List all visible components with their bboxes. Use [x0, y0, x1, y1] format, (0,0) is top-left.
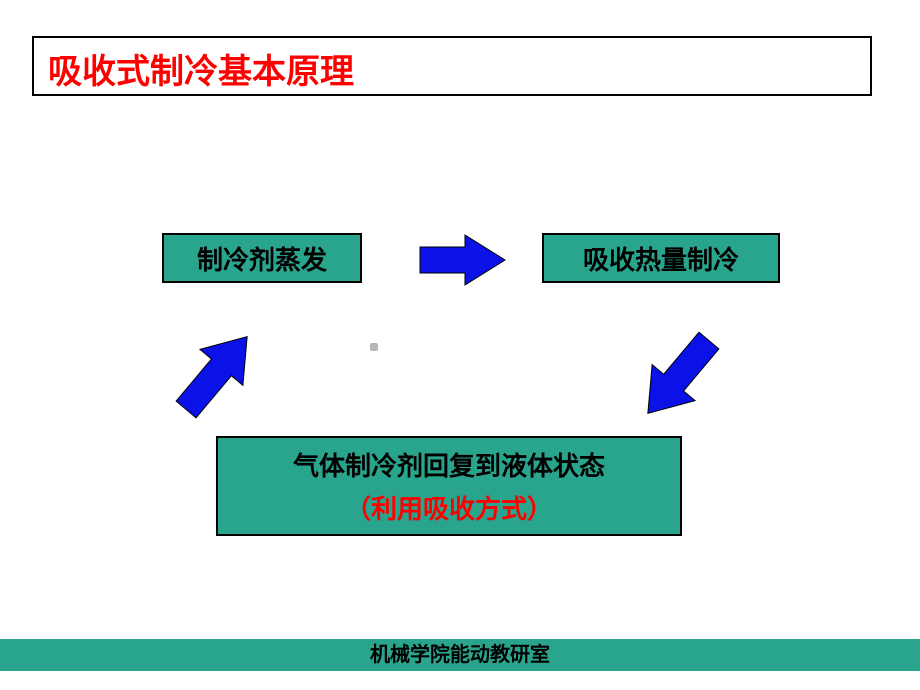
arrow-right-icon — [410, 225, 520, 295]
arrow-up-left-icon — [155, 315, 275, 435]
node-recover: 气体制冷剂回复到液体状态 （利用吸收方式） — [216, 436, 682, 536]
footer-bar: 机械学院能动教研室 — [0, 639, 920, 671]
node-recover-line1: 气体制冷剂回复到液体状态 — [293, 446, 605, 483]
node-evaporate: 制冷剂蒸发 — [162, 233, 362, 283]
gray-dot — [370, 343, 378, 351]
slide-title: 吸收式制冷基本原理 — [48, 53, 354, 91]
title-box: 吸收式制冷基本原理 — [32, 36, 872, 96]
node-absorb-heat-label: 吸收热量制冷 — [583, 240, 739, 277]
node-absorb-heat: 吸收热量制冷 — [542, 233, 780, 283]
node-evaporate-label: 制冷剂蒸发 — [197, 240, 327, 277]
arrow-down-left-icon — [620, 315, 740, 435]
node-recover-line2: （利用吸收方式） — [345, 489, 553, 526]
footer-label: 机械学院能动教研室 — [370, 644, 550, 666]
